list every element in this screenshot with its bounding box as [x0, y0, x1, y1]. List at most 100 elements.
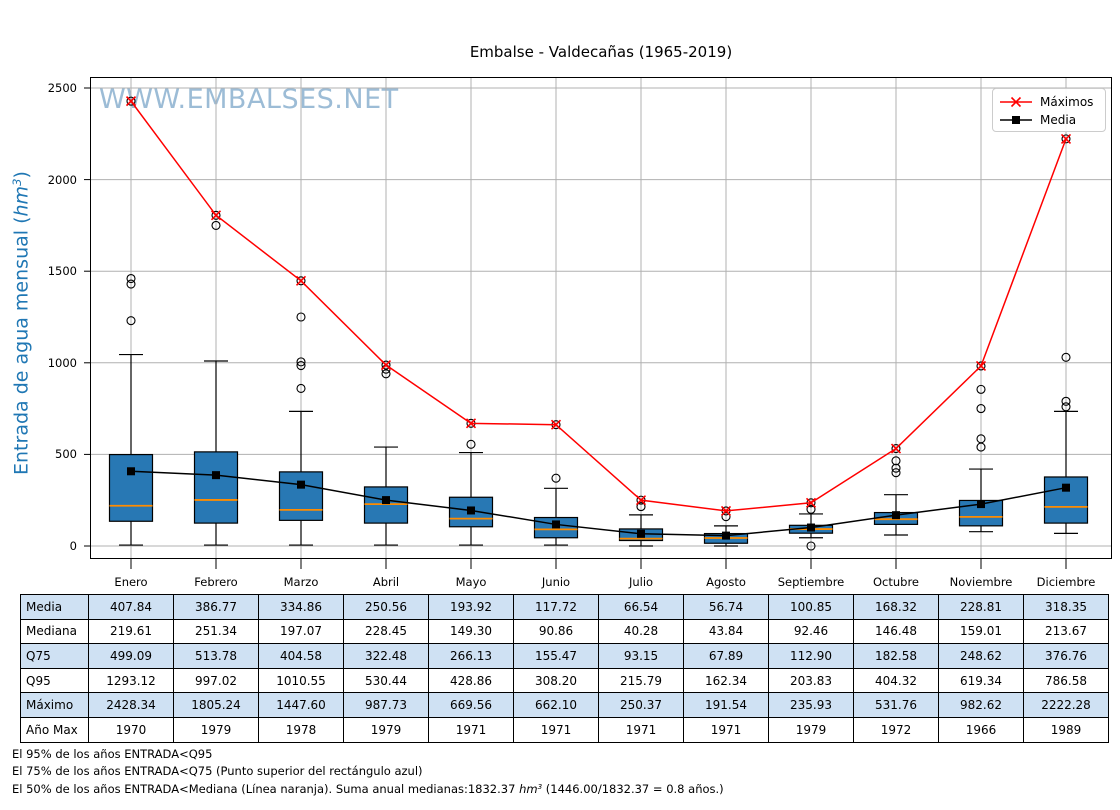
outlier-point — [976, 384, 986, 394]
legend-label-media: Media — [1040, 113, 1077, 127]
table-cell: 235.93 — [768, 692, 854, 718]
maximos-marker — [975, 360, 987, 372]
table-cell: 67.89 — [683, 643, 769, 669]
table-cell: 1805.24 — [173, 692, 259, 718]
table-cell: 149.30 — [428, 618, 514, 645]
table-cell: 404.32 — [853, 667, 939, 694]
maximos-marker — [550, 419, 562, 430]
table-cell: 1979 — [343, 716, 429, 743]
x-tick-label-septiembre: Septiembre — [777, 575, 845, 589]
table-cell: 162.34 — [683, 667, 769, 694]
outlier-point — [891, 463, 901, 473]
table-cell: 786.58 — [1023, 667, 1109, 694]
table-cell: 193.92 — [428, 594, 514, 620]
table-cell: 1971 — [598, 716, 684, 743]
table-cell: 530.44 — [343, 667, 429, 694]
media-marker — [552, 520, 560, 529]
x-tick-label-febrero: Febrero — [194, 575, 238, 589]
table-cell: 531.76 — [853, 692, 939, 718]
table-cell: 266.13 — [428, 643, 514, 669]
media-marker — [467, 506, 475, 515]
outlier-point — [1061, 396, 1071, 406]
footnote-q75: El 75% de los años ENTRADA<Q75 (Punto su… — [12, 764, 423, 778]
table-row-q75: Q75 499.09 513.78 404.58 322.48 266.13 155.47 9… — [20, 643, 1109, 669]
y-axis-unit-exponent: 3 — [10, 178, 24, 186]
x-tick-label-agosto: Agosto — [706, 575, 746, 589]
data-table: Media 407.84 386.77 334.86 250.56 193.92 117.7… — [20, 594, 1109, 743]
box-marzo — [278, 471, 324, 521]
footnote-mediana-ratio: (1446.00/1832.37 = 0.8 años.) — [542, 782, 724, 796]
outlier-point — [891, 444, 901, 454]
outlier-point — [1061, 402, 1071, 412]
outlier-point — [806, 504, 816, 514]
media-line — [130, 470, 1067, 537]
maximos-marker — [1060, 133, 1072, 144]
outlier-point — [296, 276, 306, 286]
watermark: WWW.EMBALSES.NET — [99, 84, 399, 115]
x-tick-label-diciembre: Diciembre — [1036, 575, 1096, 589]
outlier-point — [296, 357, 306, 367]
maximos-marker — [295, 275, 307, 286]
media-marker — [212, 471, 220, 480]
outlier-point — [806, 541, 816, 551]
maximos-marker — [380, 359, 392, 371]
table-cell: 250.37 — [598, 692, 684, 718]
table-cell: 197.07 — [258, 618, 344, 645]
table-cell: 159.01 — [938, 618, 1024, 645]
table-cell: 1978 — [258, 716, 344, 743]
table-cell: 1971 — [428, 716, 514, 743]
outlier-point — [211, 220, 221, 230]
table-cell: 669.56 — [428, 692, 514, 718]
media-marker — [892, 511, 900, 520]
table-row-label: Año Max — [20, 716, 89, 743]
media-marker — [637, 529, 645, 538]
table-cell: 250.56 — [343, 594, 429, 620]
table-row-año-max: Año Max 1970 1979 1978 1979 1971 1971 1971 1971 1… — [20, 716, 1109, 743]
table-cell: 117.72 — [513, 594, 599, 620]
outlier-point — [976, 404, 986, 414]
table-cell: 997.02 — [173, 667, 259, 694]
footnote-mediana-text: El 50% de los años ENTRADA<Mediana (Líne… — [12, 782, 520, 796]
maximos-line — [130, 100, 1067, 512]
outlier-point — [296, 383, 306, 393]
media-marker — [807, 523, 815, 532]
outlier-point — [1061, 134, 1071, 144]
maximos-marker — [210, 210, 222, 221]
maximos-marker — [890, 443, 902, 454]
table-row-mediana: Mediana 219.61 251.34 197.07 228.45 149.30 90.… — [20, 618, 1109, 645]
table-cell: 228.81 — [938, 594, 1024, 620]
maximos-marker — [805, 497, 817, 508]
legend-label-maximos: Máximos — [1040, 95, 1094, 109]
table-cell: 376.76 — [1023, 643, 1109, 669]
y-tick-label: 2500 — [47, 81, 77, 95]
table-row-label: Mediana — [20, 618, 89, 645]
maximos-marker — [125, 96, 137, 107]
table-cell: 1972 — [853, 716, 939, 743]
table-row-label: Q75 — [20, 643, 89, 669]
table-cell: 407.84 — [88, 594, 174, 620]
footnote-unit: hm — [519, 782, 538, 796]
table-row-q95: Q95 1293.12 997.02 1010.55 530.44 428.86 308.2… — [20, 667, 1109, 694]
x-tick-label-mayo: Mayo — [455, 575, 487, 589]
x-tick-label-noviembre: Noviembre — [949, 575, 1013, 589]
table-cell: 1447.60 — [258, 692, 344, 718]
x-tick-label-junio: Junio — [541, 575, 571, 589]
table-cell: 100.85 — [768, 594, 854, 620]
table-cell: 1989 — [1023, 716, 1109, 743]
chart-title: Embalse - Valdecañas (1965-2019) — [469, 43, 733, 61]
y-tick-label: 1500 — [47, 264, 77, 279]
table-cell: 1293.12 — [88, 667, 174, 694]
table-cell: 334.86 — [258, 594, 344, 620]
table-cell: 40.28 — [598, 618, 684, 645]
outlier-point — [296, 312, 306, 322]
outlier-point — [976, 434, 986, 444]
outlier-point — [381, 369, 391, 379]
table-cell: 513.78 — [173, 643, 259, 669]
table-cell: 182.58 — [853, 643, 939, 669]
legend-entry-maximos: Máximos — [999, 93, 1099, 111]
box-enero — [108, 453, 154, 522]
table-cell: 404.58 — [258, 643, 344, 669]
table-cell: 93.15 — [598, 643, 684, 669]
media-marker — [977, 500, 985, 509]
table-row-label: Q95 — [20, 667, 89, 694]
